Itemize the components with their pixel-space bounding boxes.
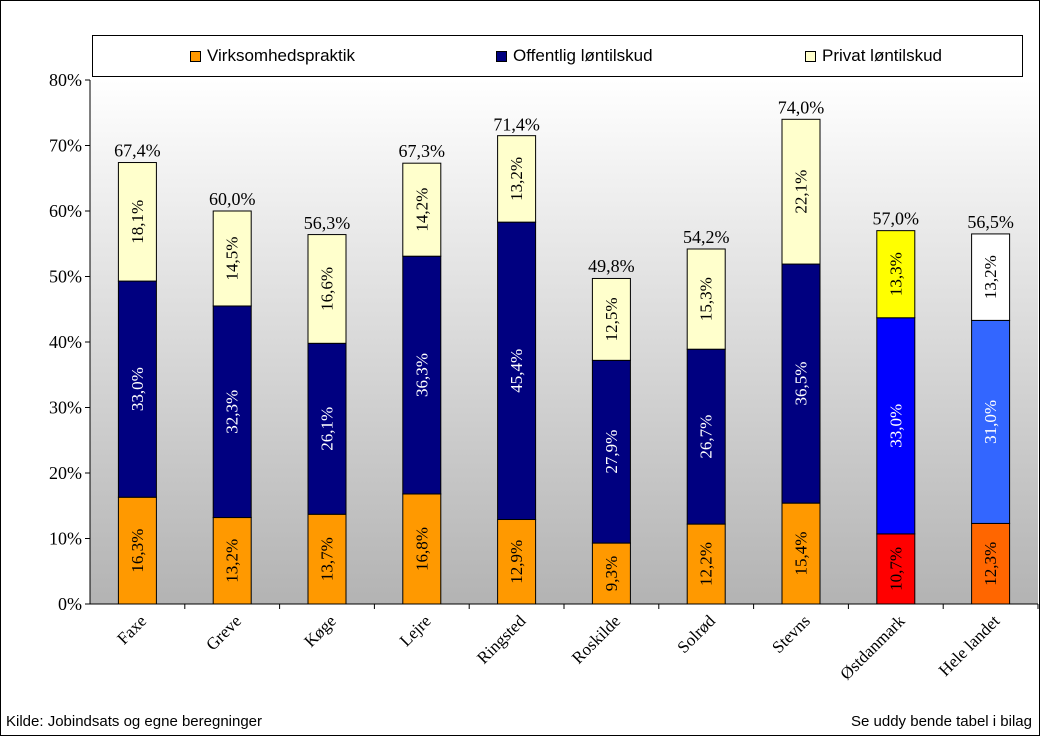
data-label-2-0: 18,1% [128, 200, 147, 244]
bar-segment-2-5 [591, 277, 631, 361]
total-label-6: 54,2% [683, 227, 730, 247]
y-tick-label-5: 50% [49, 267, 82, 287]
category-label-5: Roskilde [568, 611, 624, 667]
data-label-1-1: 32,3% [223, 390, 242, 434]
y-tick-label-4: 40% [49, 332, 82, 352]
table-note: Se uddy bende tabel i bilag [851, 713, 1032, 730]
bar-segment-2-8 [876, 230, 916, 319]
bar-segment-2-6 [686, 248, 726, 350]
data-label-1-5: 27,9% [602, 430, 621, 474]
data-label-2-2: 16,6% [318, 267, 337, 311]
bar-segment-1-8 [876, 317, 916, 535]
y-tick-label-1: 10% [49, 529, 82, 549]
bar-segment-1-4 [497, 221, 537, 521]
data-label-2-3: 14,2% [412, 188, 431, 232]
y-tick-label-3: 30% [49, 398, 82, 418]
bar-segment-2-2 [307, 234, 347, 344]
bar-segment-0-8 [876, 533, 916, 605]
data-label-1-7: 36,5% [792, 362, 811, 406]
category-label-3: Lejre [396, 611, 435, 650]
data-label-2-9: 13,2% [981, 255, 1000, 299]
bar-segment-1-1 [212, 305, 252, 519]
data-label-0-2: 13,7% [318, 537, 337, 581]
legend-item-virksomhedspraktik: Virksomhedspraktik [190, 46, 355, 66]
category-label-8: Østdanmark [836, 611, 909, 684]
total-label-8: 57,0% [873, 209, 920, 229]
data-label-1-0: 33,0% [128, 367, 147, 411]
data-label-2-4: 13,2% [507, 157, 526, 201]
legend-label-offentlig-lontilskud: Offentlig løntilskud [513, 46, 653, 65]
data-label-2-8: 13,3% [886, 252, 905, 296]
bar-segment-1-5 [591, 359, 631, 544]
y-tick-label-8: 80% [49, 70, 82, 90]
data-label-1-8: 33,0% [886, 404, 905, 448]
data-label-2-6: 15,3% [697, 277, 716, 321]
total-label-3: 67,3% [399, 141, 446, 161]
y-tick-label-2: 20% [49, 463, 82, 483]
total-label-2: 56,3% [304, 213, 351, 233]
total-label-0: 67,4% [114, 141, 161, 161]
bar-segment-1-3 [402, 255, 442, 495]
legend: Virksomhedspraktik Offentlig løntilskud … [92, 35, 1023, 77]
bar-segment-1-6 [686, 348, 726, 525]
data-label-2-5: 12,5% [602, 297, 621, 341]
data-label-0-3: 16,8% [412, 527, 431, 571]
total-label-5: 49,8% [588, 256, 635, 276]
category-label-4: Ringsted [473, 611, 530, 668]
data-label-0-5: 9,3% [602, 556, 621, 591]
legend-label-virksomhedspraktik: Virksomhedspraktik [207, 46, 356, 65]
bar-segment-2-3 [402, 162, 442, 257]
category-label-2: Køge [300, 611, 339, 650]
bar-segment-2-7 [781, 118, 821, 265]
data-label-0-6: 12,2% [697, 542, 716, 586]
bar-segment-2-1 [212, 210, 252, 307]
bar-segment-1-2 [307, 342, 347, 515]
source-note: Kilde: Jobindsats og egne beregninger [6, 713, 263, 730]
category-label-7: Stevns [768, 611, 813, 656]
data-label-1-4: 45,4% [507, 349, 526, 393]
data-label-0-4: 12,9% [507, 540, 526, 584]
total-label-1: 60,0% [209, 189, 256, 209]
y-tick-label-6: 60% [49, 201, 82, 221]
total-label-7: 74,0% [778, 97, 825, 117]
data-label-2-7: 22,1% [792, 170, 811, 214]
bar-segment-1-7 [781, 263, 821, 504]
category-label-9: Hele landet [935, 611, 1004, 680]
category-label-1: Greve [202, 611, 245, 654]
bar-segment-0-5 [591, 542, 631, 605]
data-label-0-8: 10,7% [886, 547, 905, 591]
data-label-1-3: 36,3% [412, 353, 431, 397]
data-label-1-9: 31,0% [981, 400, 1000, 444]
total-label-9: 56,5% [967, 212, 1014, 232]
data-label-0-1: 13,2% [223, 539, 242, 583]
bar-segment-0-2 [307, 513, 347, 605]
category-label-6: Solrød [674, 611, 720, 657]
data-label-0-7: 15,4% [792, 532, 811, 576]
bar-segment-2-4 [497, 135, 537, 223]
data-label-1-2: 26,1% [318, 407, 337, 451]
legend-swatch-privat-lontilskud [805, 50, 816, 62]
bar-segment-0-9 [971, 522, 1011, 605]
legend-label-privat-lontilskud: Privat løntilskud [822, 46, 942, 65]
bar-segment-1-9 [971, 319, 1011, 524]
y-tick-label-7: 70% [49, 136, 82, 156]
bar-segment-0-0 [117, 496, 157, 605]
category-label-0: Faxe [113, 611, 150, 648]
bar-segment-2-0 [117, 162, 157, 282]
bar-segment-0-7 [781, 502, 821, 605]
legend-item-privat-lontilskud: Privat løntilskud [805, 46, 942, 66]
legend-item-offentlig-lontilskud: Offentlig løntilskud [496, 46, 653, 66]
y-tick-label-0: 0% [58, 594, 82, 614]
data-label-0-9: 12,3% [981, 542, 1000, 586]
data-label-0-0: 16,3% [128, 529, 147, 573]
data-label-2-1: 14,5% [223, 237, 242, 281]
total-label-4: 71,4% [493, 114, 540, 134]
legend-swatch-virksomhedspraktik [190, 50, 201, 62]
legend-swatch-offentlig-lontilskud [496, 50, 507, 62]
bar-segment-0-6 [686, 523, 726, 605]
data-label-1-6: 26,7% [697, 415, 716, 459]
bar-segment-0-3 [402, 493, 442, 605]
bar-segment-2-9 [971, 233, 1011, 321]
